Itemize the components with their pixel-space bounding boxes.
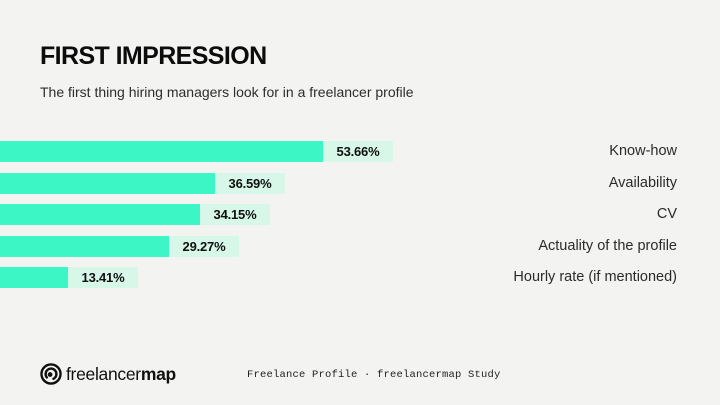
value-box-know-how: 53.66% (323, 141, 393, 162)
bar-cv (0, 204, 200, 225)
bar-row-hourly-rate: 13.41% Hourly rate (if mentioned) (0, 267, 720, 288)
freelancermap-logo: freelancermap (40, 363, 176, 385)
freelancermap-spiral-icon (40, 363, 62, 385)
bar-availability (0, 173, 215, 194)
value-label: 36.59% (228, 176, 272, 191)
bar-actuality (0, 236, 169, 257)
value-label: 29.27% (182, 239, 226, 254)
value-label: 13.41% (81, 270, 125, 285)
logo-text-regular: freelancer (66, 363, 141, 384)
bar-row-availability: 36.59% Availability (0, 173, 720, 194)
category-label-availability: Availability (608, 175, 677, 191)
logo-text: freelancermap (66, 364, 176, 385)
bar-know-how (0, 141, 323, 162)
bar-row-actuality: 29.27% Actuality of the profile (0, 236, 720, 257)
category-label-cv: CV (656, 206, 677, 222)
category-label-know-how: Know-how (609, 143, 677, 159)
footer-caption: Freelance Profile · freelancermap Study (247, 369, 501, 381)
logo-text-bold: map (140, 363, 176, 384)
page-subtitle: The first thing hiring managers look for… (40, 84, 414, 100)
value-label: 53.66% (336, 144, 380, 159)
value-box-actuality: 29.27% (169, 236, 239, 257)
value-box-availability: 36.59% (215, 173, 285, 194)
bar-hourly-rate (0, 267, 68, 288)
value-label: 34.15% (213, 207, 257, 222)
category-label-hourly-rate: Hourly rate (if mentioned) (513, 269, 677, 285)
value-box-hourly-rate: 13.41% (68, 267, 138, 288)
category-label-actuality: Actuality of the profile (538, 238, 677, 254)
bar-row-cv: 34.15% CV (0, 204, 720, 225)
value-box-cv: 34.15% (200, 204, 270, 225)
bar-row-know-how: 53.66% Know-how (0, 141, 720, 162)
page-title: FIRST IMPRESSION (40, 42, 267, 70)
bar-chart: 53.66% Know-how 36.59% Availability 34.1… (0, 141, 720, 289)
